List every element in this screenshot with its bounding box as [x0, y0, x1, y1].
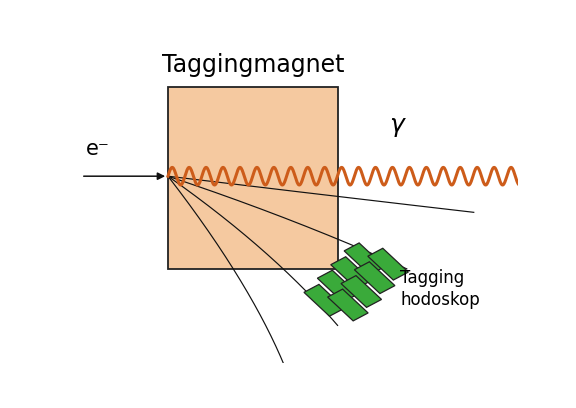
Text: e⁻: e⁻: [85, 139, 109, 159]
Polygon shape: [304, 284, 344, 316]
Text: Taggingmagnet: Taggingmagnet: [161, 53, 344, 77]
Polygon shape: [354, 262, 395, 294]
Polygon shape: [368, 248, 408, 280]
Polygon shape: [317, 270, 358, 302]
Bar: [168, 86, 338, 269]
Polygon shape: [328, 289, 368, 321]
Polygon shape: [341, 275, 381, 307]
Text: Tagging
hodoskop: Tagging hodoskop: [400, 269, 480, 309]
Polygon shape: [344, 243, 385, 275]
Polygon shape: [331, 257, 372, 288]
Text: γ: γ: [389, 113, 404, 137]
